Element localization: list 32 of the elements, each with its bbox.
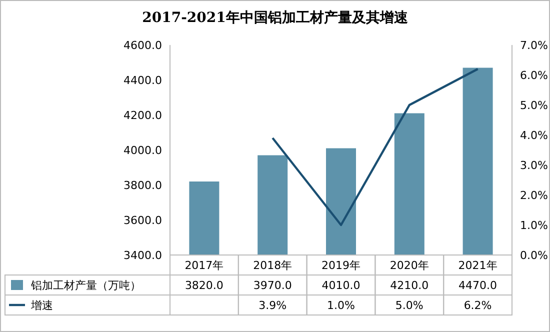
y2-tick-label: 0.0% xyxy=(520,249,548,262)
chart-title: 2017-2021年中国铝加工材产量及其增速 xyxy=(142,9,409,26)
data-label: 5.0% xyxy=(395,299,424,312)
y-tick-label: 3400.0 xyxy=(124,249,162,262)
y2-tick-label: 1.0% xyxy=(520,219,548,232)
data-label: 3970.0 xyxy=(253,279,292,292)
y2-tick-label: 3.0% xyxy=(520,159,548,172)
x-tick-label: 2019年 xyxy=(322,259,360,272)
x-tick-label: 2021年 xyxy=(458,259,498,272)
data-label: 1.0% xyxy=(327,299,355,312)
y-tick-label: 4200.0 xyxy=(124,109,162,122)
y2-tick-label: 2.0% xyxy=(520,189,548,202)
x-tick-label: 2018年 xyxy=(253,259,292,272)
y-tick-label: 4000.0 xyxy=(124,144,162,157)
y2-tick-label: 6.0% xyxy=(520,69,548,82)
legend-label: 增速 xyxy=(30,299,53,312)
y2-tick-label: 4.0% xyxy=(520,129,548,142)
x-tick-label: 2017年 xyxy=(184,259,224,272)
y-tick-label: 4600.0 xyxy=(124,39,162,52)
line-series xyxy=(272,68,479,226)
data-label: 3.9% xyxy=(258,299,287,312)
data-label: 4470.0 xyxy=(458,279,498,292)
y-tick-label: 3800.0 xyxy=(124,179,162,192)
data-label: 6.2% xyxy=(464,299,492,312)
data-label: 3820.0 xyxy=(184,279,224,292)
y-tick-label: 3600.0 xyxy=(124,214,162,227)
x-tick-label: 2020年 xyxy=(390,259,429,272)
y2-tick-label: 7.0% xyxy=(520,39,548,52)
data-label: 4210.0 xyxy=(390,279,429,292)
y2-tick-label: 5.0% xyxy=(520,99,548,112)
y-tick-label: 4400.0 xyxy=(124,74,162,87)
data-label: 4010.0 xyxy=(322,279,360,292)
